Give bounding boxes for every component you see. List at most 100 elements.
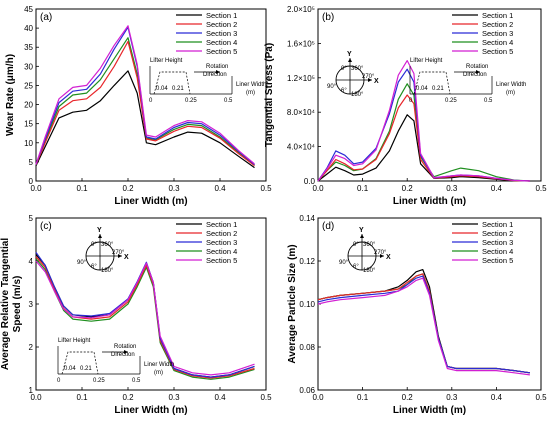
inset-x-label: X <box>386 254 391 261</box>
inset-unit-label: (m) <box>506 90 515 96</box>
y-arrowhead-icon <box>348 58 352 62</box>
y-tick-label: 0 <box>29 177 34 186</box>
legend-entry: Section 5 <box>482 256 513 265</box>
series-line-section-2 <box>35 40 255 167</box>
inset-liner-width-label: Liner Width <box>496 82 526 88</box>
angle-6-label: 6° <box>91 264 97 270</box>
y-tick-label: 15 <box>24 120 33 129</box>
panel-label: (a) <box>40 12 52 23</box>
y-tick-label: 45 <box>24 5 33 14</box>
x-tick-label: 0.3 <box>168 393 180 402</box>
y-tick-label: 1.6×10⁵ <box>287 39 315 48</box>
legend-entry: Section 2 <box>206 229 237 238</box>
chart-panel-b: 0.0 0.1 0.2 0.3 0.4 0.5 0.0 4.0×10⁴ 8.0×10⁴ 1.2×1… <box>264 5 547 207</box>
y-arrowhead-icon <box>98 234 102 238</box>
plot-frame <box>35 8 267 182</box>
angle-360-label: 360° <box>363 242 376 248</box>
inset-y-label: Y <box>359 227 364 234</box>
inset-rotation-arrowhead-icon <box>476 70 480 74</box>
legend-entry: Section 4 <box>206 38 237 47</box>
y-tick-label: 0.0 <box>304 177 316 186</box>
y-axis-label: Wear Rate (μm/h) <box>5 54 16 136</box>
series-line-section-5 <box>35 25 255 165</box>
x-tick-label: 0.4 <box>491 184 503 193</box>
series-line-section-4 <box>317 273 530 374</box>
x-arrowhead-icon <box>368 78 372 82</box>
x-tick-label: 0.1 <box>357 184 369 193</box>
angle-0-label: 0° <box>341 66 347 72</box>
legend-entry: Section 3 <box>482 238 513 247</box>
angle-180-label: 180° <box>101 268 114 274</box>
inset-tick-021: 0.21 <box>432 86 444 92</box>
x-tick-label: 0.4 <box>214 393 226 402</box>
inset-tick-05: 0.5 <box>484 98 493 104</box>
inset-tick-05: 0.5 <box>132 378 141 384</box>
series-line-section-2 <box>317 94 530 182</box>
angle-180-label: 180° <box>351 92 364 98</box>
legend-entry: Section 1 <box>206 11 237 20</box>
x-tick-label: 0.2 <box>122 184 134 193</box>
legend-entry: Section 2 <box>482 229 513 238</box>
y-tick-label: 0.08 <box>299 343 315 352</box>
y-tick-label: 0.10 <box>299 300 315 309</box>
x-tick-label: 0.4 <box>491 393 503 402</box>
y-tick-label: 3 <box>29 300 34 309</box>
inset-tick-021: 0.21 <box>172 86 184 92</box>
series-line-section-2 <box>317 273 530 374</box>
panel-label: (c) <box>40 221 52 232</box>
legend-entry: Section 2 <box>206 20 237 29</box>
inset-rotation-arrowhead-icon <box>216 70 220 74</box>
y-tick-label: 5 <box>29 158 34 167</box>
y-tick-label: 35 <box>24 43 33 52</box>
x-axis-label: Liner Width (m) <box>393 196 466 207</box>
x-tick-label: 0.0 <box>30 393 42 402</box>
inset-tick-004: 0.04 <box>156 86 168 92</box>
panel-label: (b) <box>322 12 334 23</box>
inset-liner-width-label: Liner Width <box>236 82 266 88</box>
angle-270-label: 270° <box>362 74 375 80</box>
x-tick-label: 0.5 <box>535 184 547 193</box>
inset-direction-label: Direction <box>463 72 487 78</box>
series-line-section-5 <box>317 60 530 182</box>
y-tick-label: 2 <box>29 343 34 352</box>
y-axis-label-line: Speed (m/s) <box>12 276 23 333</box>
legend-entry: Section 3 <box>206 238 237 247</box>
inset-lifter-profile <box>413 71 451 95</box>
x-tick-label: 0.1 <box>76 393 88 402</box>
inset-rotation-arrowhead-icon <box>124 350 128 354</box>
series-line-section-5 <box>317 277 530 376</box>
y-tick-label: 10 <box>24 139 33 148</box>
legend-entry: Section 5 <box>482 47 513 56</box>
y-arrowhead-icon <box>360 234 364 238</box>
angle-270-label: 270° <box>112 250 125 256</box>
x-tick-label: 0.3 <box>168 184 180 193</box>
angle-0-label: 0° <box>353 242 359 248</box>
x-tick-label: 0.1 <box>357 393 369 402</box>
angle-90-label: 90° <box>339 260 349 266</box>
inset-lifter-profile <box>61 351 99 375</box>
legend-entry: Section 5 <box>206 47 237 56</box>
inset-rotation-label: Rotation <box>206 64 228 70</box>
y-tick-label: 30 <box>24 62 33 71</box>
y-tick-label: 8.0×10⁴ <box>287 108 316 117</box>
y-tick-label: 0.12 <box>299 257 315 266</box>
inset-direction-label: Direction <box>203 72 227 78</box>
inset-y-label: Y <box>97 227 102 234</box>
legend-entry: Section 4 <box>206 247 237 256</box>
inset-rotation-label: Rotation <box>114 344 136 350</box>
y-axis-label-line: Average Relative Tangential <box>0 238 11 370</box>
series-line-section-1 <box>35 70 255 169</box>
series-line-section-1 <box>317 269 530 374</box>
legend-entry: Section 3 <box>482 29 513 38</box>
x-axis-label: Liner Width (m) <box>393 405 466 416</box>
x-tick-label: 0.3 <box>446 393 458 402</box>
legend-entry: Section 1 <box>482 220 513 229</box>
y-tick-label: 0.14 <box>299 214 315 223</box>
chart-panel-c: 0.0 0.1 0.2 0.3 0.4 0.5 1 2 3 4 5 Liner Width (m) Av… <box>0 214 272 416</box>
series-line-section-3 <box>317 275 530 374</box>
inset-unit-label: (m) <box>246 90 255 96</box>
angle-270-label: 270° <box>374 250 387 256</box>
series-line-section-1 <box>317 114 530 182</box>
inset-direction-label: Direction <box>111 352 135 358</box>
